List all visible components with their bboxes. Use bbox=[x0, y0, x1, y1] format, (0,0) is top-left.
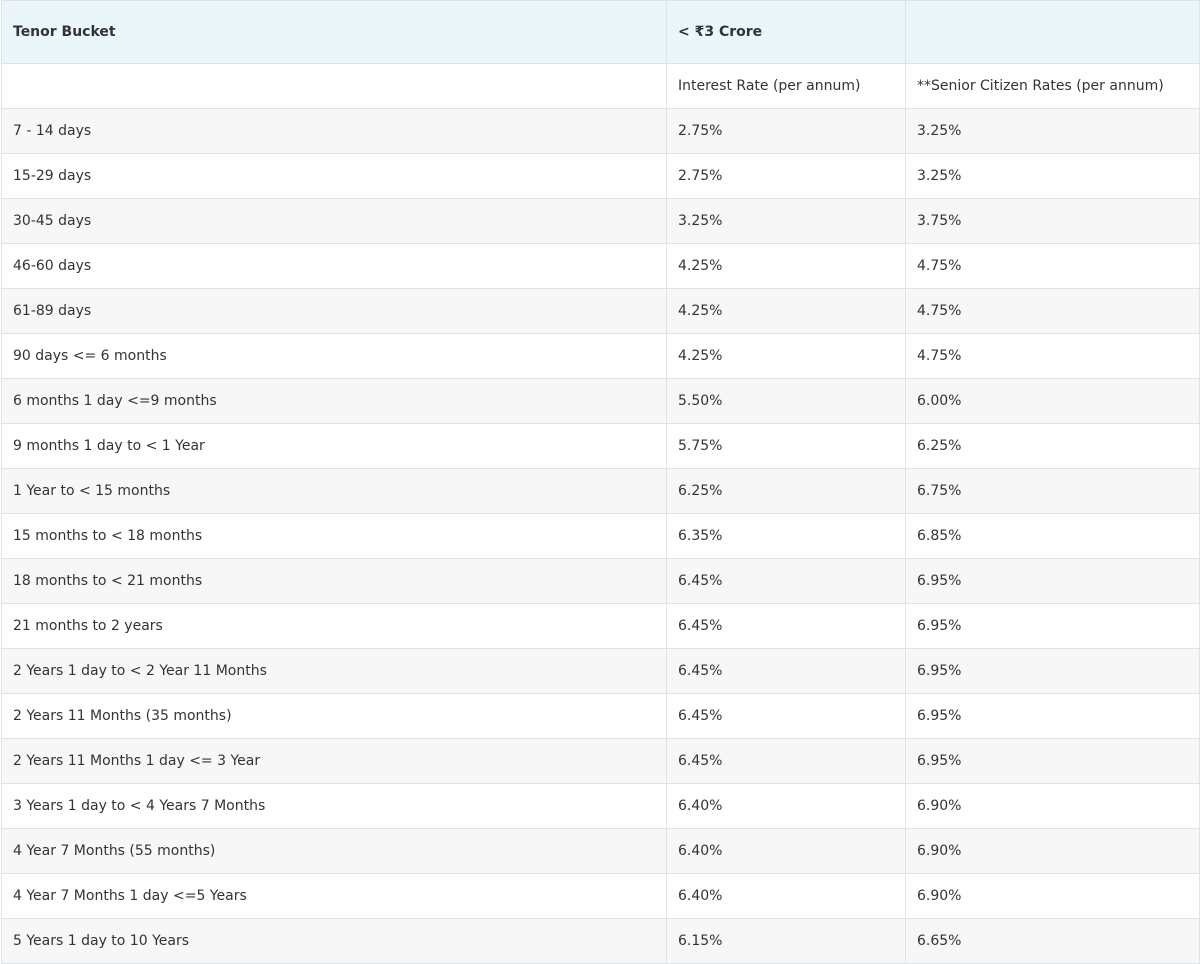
table-row: 2 Years 1 day to < 2 Year 11 Months 6.45%… bbox=[1, 648, 1200, 694]
tenor-cell: 4 Year 7 Months 1 day <=5 Years bbox=[1, 873, 667, 919]
table-row: 18 months to < 21 months 6.45% 6.95% bbox=[1, 558, 1200, 604]
table-row: 4 Year 7 Months (55 months) 6.40% 6.90% bbox=[1, 828, 1200, 874]
tenor-cell: 4 Year 7 Months (55 months) bbox=[1, 828, 667, 874]
tenor-cell: 3 Years 1 day to < 4 Years 7 Months bbox=[1, 783, 667, 829]
interest-rate-cell: 6.40% bbox=[666, 873, 906, 919]
table-row: 7 - 14 days 2.75% 3.25% bbox=[1, 108, 1200, 154]
table-row: 30-45 days 3.25% 3.75% bbox=[1, 198, 1200, 244]
tenor-cell: 2 Years 11 Months 1 day <= 3 Year bbox=[1, 738, 667, 784]
interest-rate-cell: 4.25% bbox=[666, 243, 906, 289]
table-row: 2 Years 11 Months 1 day <= 3 Year 6.45% 6.… bbox=[1, 738, 1200, 784]
tenor-cell: 9 months 1 day to < 1 Year bbox=[1, 423, 667, 469]
header-tenor-bucket: Tenor Bucket bbox=[1, 0, 667, 64]
tenor-cell: 21 months to 2 years bbox=[1, 603, 667, 649]
senior-rate-cell: 3.25% bbox=[905, 153, 1200, 199]
interest-rate-cell: 5.50% bbox=[666, 378, 906, 424]
interest-rate-cell: 4.25% bbox=[666, 288, 906, 334]
senior-rate-cell: 6.95% bbox=[905, 648, 1200, 694]
table-body: 7 - 14 days 2.75% 3.25% 15-29 days 2.75% 3.2… bbox=[1, 108, 1200, 964]
interest-rate-cell: 6.40% bbox=[666, 828, 906, 874]
tenor-cell: 6 months 1 day <=9 months bbox=[1, 378, 667, 424]
senior-rate-cell: 4.75% bbox=[905, 243, 1200, 289]
interest-rate-cell: 4.25% bbox=[666, 333, 906, 379]
tenor-cell: 46-60 days bbox=[1, 243, 667, 289]
table-row: 5 Years 1 day to 10 Years 6.15% 6.65% bbox=[1, 918, 1200, 964]
table-row: 3 Years 1 day to < 4 Years 7 Months 6.40%… bbox=[1, 783, 1200, 829]
table-row: 15-29 days 2.75% 3.25% bbox=[1, 153, 1200, 199]
table-row: 15 months to < 18 months 6.35% 6.85% bbox=[1, 513, 1200, 559]
table-row: 1 Year to < 15 months 6.25% 6.75% bbox=[1, 468, 1200, 514]
tenor-cell: 7 - 14 days bbox=[1, 108, 667, 154]
table-row: 6 months 1 day <=9 months 5.50% 6.00% bbox=[1, 378, 1200, 424]
senior-rate-cell: 6.00% bbox=[905, 378, 1200, 424]
tenor-cell: 2 Years 11 Months (35 months) bbox=[1, 693, 667, 739]
interest-rate-cell: 2.75% bbox=[666, 153, 906, 199]
senior-rate-cell: 6.95% bbox=[905, 693, 1200, 739]
interest-rate-cell: 6.45% bbox=[666, 693, 906, 739]
senior-rate-cell: 6.25% bbox=[905, 423, 1200, 469]
senior-rate-cell: 6.75% bbox=[905, 468, 1200, 514]
tenor-cell: 1 Year to < 15 months bbox=[1, 468, 667, 514]
tenor-cell: 30-45 days bbox=[1, 198, 667, 244]
senior-rate-cell: 6.85% bbox=[905, 513, 1200, 559]
header-empty-cell bbox=[905, 0, 1200, 64]
header-amount-group: < ₹3 Crore bbox=[666, 0, 906, 64]
table-row: 21 months to 2 years 6.45% 6.95% bbox=[1, 603, 1200, 649]
interest-rate-cell: 2.75% bbox=[666, 108, 906, 154]
senior-rate-cell: 3.75% bbox=[905, 198, 1200, 244]
senior-rate-cell: 4.75% bbox=[905, 333, 1200, 379]
tenor-cell: 5 Years 1 day to 10 Years bbox=[1, 918, 667, 964]
interest-rate-cell: 5.75% bbox=[666, 423, 906, 469]
interest-rate-cell: 6.35% bbox=[666, 513, 906, 559]
senior-rate-cell: 6.90% bbox=[905, 873, 1200, 919]
interest-rate-cell: 6.25% bbox=[666, 468, 906, 514]
interest-rate-cell: 3.25% bbox=[666, 198, 906, 244]
interest-rate-cell: 6.45% bbox=[666, 738, 906, 784]
tenor-cell: 15-29 days bbox=[1, 153, 667, 199]
subheader-interest-rate: Interest Rate (per annum) bbox=[666, 63, 906, 109]
senior-rate-cell: 6.90% bbox=[905, 783, 1200, 829]
subheader-empty-cell bbox=[1, 63, 667, 109]
senior-rate-cell: 6.95% bbox=[905, 603, 1200, 649]
senior-rate-cell: 6.90% bbox=[905, 828, 1200, 874]
table-subheader-row: Interest Rate (per annum) **Senior Citiz… bbox=[1, 63, 1200, 109]
tenor-cell: 90 days <= 6 months bbox=[1, 333, 667, 379]
tenor-cell: 61-89 days bbox=[1, 288, 667, 334]
table-header-row: Tenor Bucket < ₹3 Crore bbox=[1, 0, 1200, 64]
senior-rate-cell: 6.65% bbox=[905, 918, 1200, 964]
subheader-senior-citizen-rate: **Senior Citizen Rates (per annum) bbox=[905, 63, 1200, 109]
interest-rate-cell: 6.45% bbox=[666, 603, 906, 649]
tenor-cell: 18 months to < 21 months bbox=[1, 558, 667, 604]
senior-rate-cell: 4.75% bbox=[905, 288, 1200, 334]
table-row: 46-60 days 4.25% 4.75% bbox=[1, 243, 1200, 289]
table-row: 61-89 days 4.25% 4.75% bbox=[1, 288, 1200, 334]
tenor-cell: 15 months to < 18 months bbox=[1, 513, 667, 559]
table-row: 2 Years 11 Months (35 months) 6.45% 6.95% bbox=[1, 693, 1200, 739]
interest-rate-cell: 6.40% bbox=[666, 783, 906, 829]
interest-rate-cell: 6.45% bbox=[666, 648, 906, 694]
table-row: 9 months 1 day to < 1 Year 5.75% 6.25% bbox=[1, 423, 1200, 469]
senior-rate-cell: 6.95% bbox=[905, 558, 1200, 604]
table-row: 4 Year 7 Months 1 day <=5 Years 6.40% 6.90… bbox=[1, 873, 1200, 919]
senior-rate-cell: 3.25% bbox=[905, 108, 1200, 154]
senior-rate-cell: 6.95% bbox=[905, 738, 1200, 784]
table-row: 90 days <= 6 months 4.25% 4.75% bbox=[1, 333, 1200, 379]
interest-rate-cell: 6.15% bbox=[666, 918, 906, 964]
tenor-cell: 2 Years 1 day to < 2 Year 11 Months bbox=[1, 648, 667, 694]
interest-rate-cell: 6.45% bbox=[666, 558, 906, 604]
